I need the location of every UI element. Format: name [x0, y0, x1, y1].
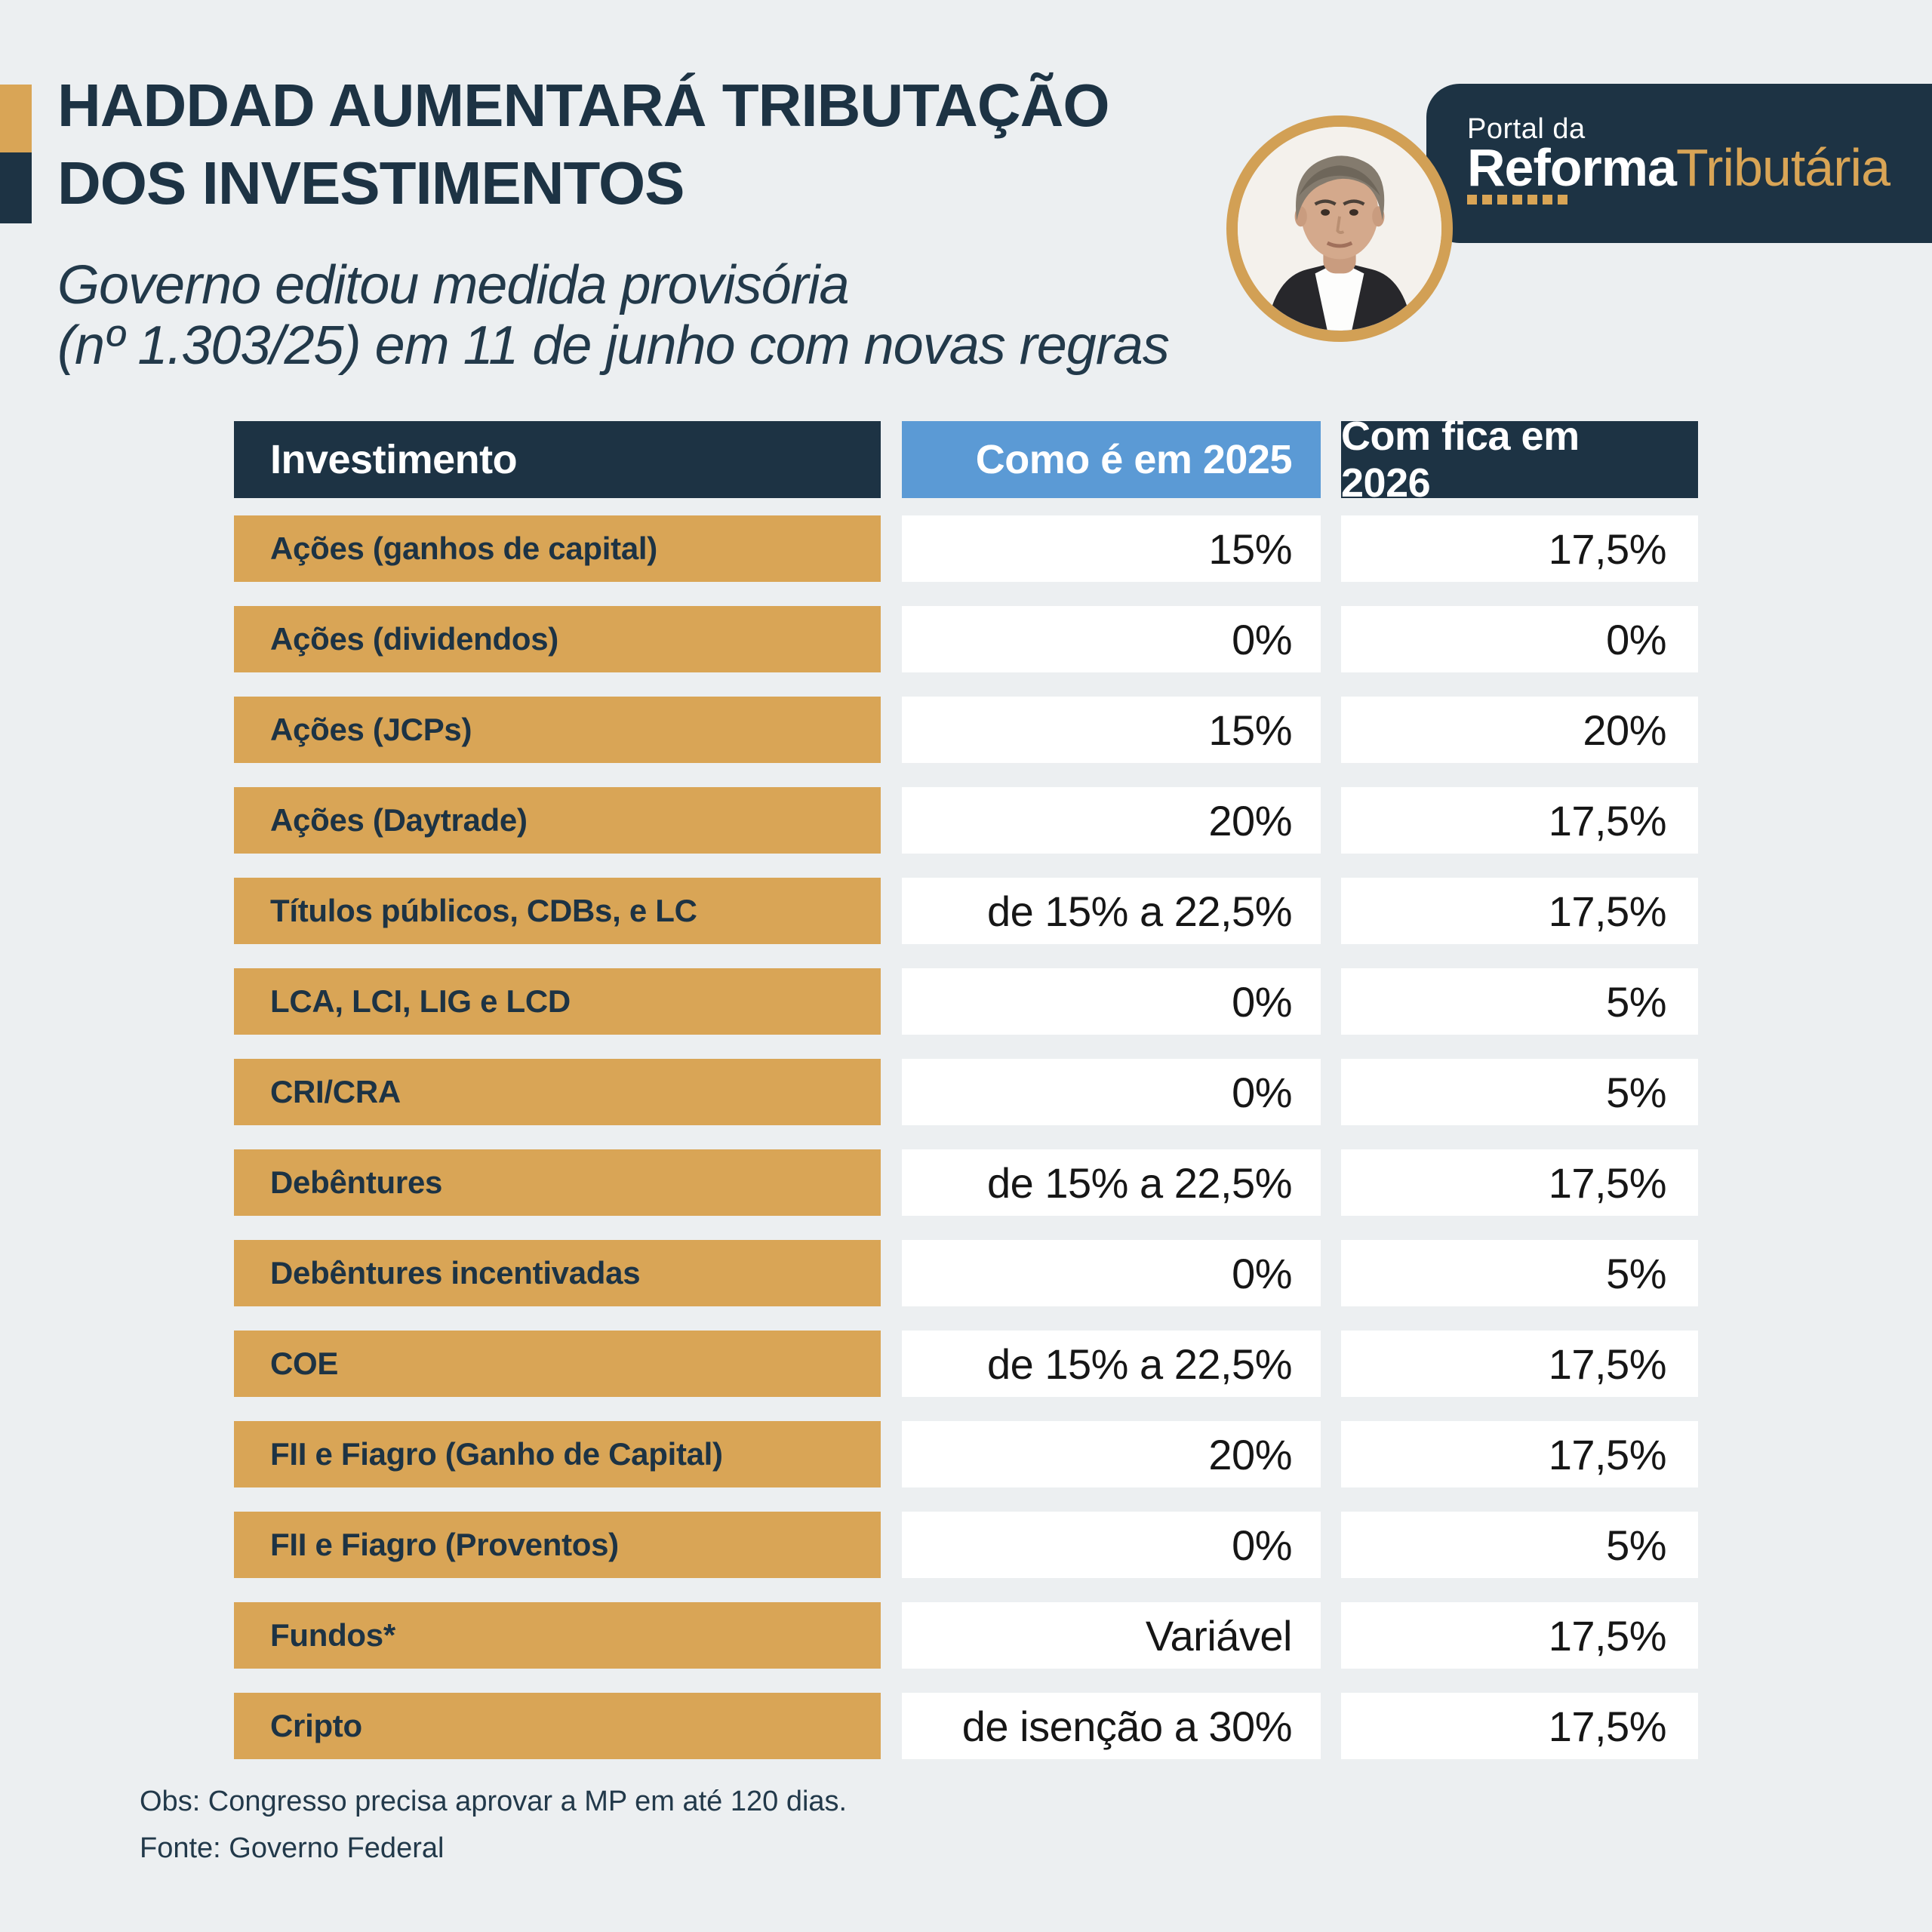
table-row: LCA, LCI, LIG e LCD 0% 5% — [0, 968, 1932, 1035]
page-title-line2: DOS INVESTIMENTOS — [57, 149, 685, 217]
investment-label: Títulos públicos, CDBs, e LC — [234, 878, 881, 944]
page-subtitle-line2: (nº 1.303/25) em 11 de junho com novas r… — [57, 315, 1170, 376]
haddad-portrait-photo — [1226, 115, 1453, 342]
portrait-illustration — [1238, 127, 1441, 331]
column-header-2025: Como é em 2025 — [902, 421, 1321, 498]
table-row: Debêntures de 15% a 22,5% 17,5% — [0, 1149, 1932, 1216]
table-row: Títulos públicos, CDBs, e LC de 15% a 22… — [0, 878, 1932, 944]
value-2025: 15% — [902, 697, 1321, 763]
column-header-investment: Investimento — [234, 421, 881, 498]
table-row: Ações (ganhos de capital) 15% 17,5% — [0, 515, 1932, 582]
table-row: COE de 15% a 22,5% 17,5% — [0, 1331, 1932, 1397]
value-2025: de 15% a 22,5% — [902, 1331, 1321, 1397]
table-row: Fundos* Variável 17,5% — [0, 1602, 1932, 1669]
value-2026: 0% — [1341, 606, 1698, 672]
brand-banner — [1426, 84, 1932, 243]
table-row: Ações (JCPs) 15% 20% — [0, 697, 1932, 763]
value-2025: de 15% a 22,5% — [902, 1149, 1321, 1216]
value-2025: 0% — [902, 1059, 1321, 1125]
footer-note: Obs: Congresso precisa aprovar a MP em a… — [140, 1786, 848, 1817]
brand-dotted-underline — [1467, 195, 1567, 205]
investment-label: FII e Fiagro (Ganho de Capital) — [234, 1421, 881, 1487]
investment-label: Fundos* — [234, 1602, 881, 1669]
value-2026: 17,5% — [1341, 1693, 1698, 1759]
value-2025: 15% — [902, 515, 1321, 582]
value-2026: 17,5% — [1341, 1421, 1698, 1487]
value-2026: 5% — [1341, 1240, 1698, 1306]
value-2026: 5% — [1341, 968, 1698, 1035]
investment-label: Ações (dividendos) — [234, 606, 881, 672]
table-row: Cripto de isenção a 30% 17,5% — [0, 1693, 1932, 1759]
page-title: HADDAD AUMENTARÁ TRIBUTAÇÃO DOS INVESTIM… — [57, 66, 1110, 222]
title-accent-bar — [0, 85, 32, 223]
accent-navy-block — [0, 152, 32, 223]
table-row: Ações (Daytrade) 20% 17,5% — [0, 787, 1932, 854]
value-2025: de 15% a 22,5% — [902, 878, 1321, 944]
table-row: CRI/CRA 0% 5% — [0, 1059, 1932, 1125]
value-2026: 20% — [1341, 697, 1698, 763]
column-header-2026: Com fica em 2026 — [1341, 414, 1698, 506]
investment-label: Debêntures — [234, 1149, 881, 1216]
value-2025: 0% — [902, 606, 1321, 672]
value-2026: 17,5% — [1341, 1149, 1698, 1216]
brand-name-secondary: Tributária — [1675, 138, 1890, 197]
value-2026: 17,5% — [1341, 1331, 1698, 1397]
brand-wordmark: ReformaTributária — [1467, 137, 1890, 198]
page-subtitle: Governo editou medida provisória (nº 1.3… — [57, 255, 1170, 376]
value-2025: 0% — [902, 968, 1321, 1035]
page-title-line1: HADDAD AUMENTARÁ TRIBUTAÇÃO — [57, 72, 1110, 139]
value-2025: 20% — [902, 787, 1321, 854]
investment-label: Cripto — [234, 1693, 881, 1759]
value-2025: 20% — [902, 1421, 1321, 1487]
investment-label: Ações (Daytrade) — [234, 787, 881, 854]
investment-label: CRI/CRA — [234, 1059, 881, 1125]
investment-label: Ações (JCPs) — [234, 697, 881, 763]
investment-label: LCA, LCI, LIG e LCD — [234, 968, 881, 1035]
table-row: FII e Fiagro (Ganho de Capital) 20% 17,5… — [0, 1421, 1932, 1487]
investment-label: Ações (ganhos de capital) — [234, 515, 881, 582]
value-2026: 17,5% — [1341, 515, 1698, 582]
value-2026: 5% — [1341, 1512, 1698, 1578]
value-2026: 17,5% — [1341, 787, 1698, 854]
value-2025: de isenção a 30% — [902, 1693, 1321, 1759]
investment-label: COE — [234, 1331, 881, 1397]
investment-label: FII e Fiagro (Proventos) — [234, 1512, 881, 1578]
footer-source: Fonte: Governo Federal — [140, 1832, 445, 1864]
value-2025: 0% — [902, 1240, 1321, 1306]
investment-label: Debêntures incentivadas — [234, 1240, 881, 1306]
brand-name-primary: Reforma — [1467, 138, 1677, 197]
accent-gold-block — [0, 85, 32, 152]
table-row: Ações (dividendos) 0% 0% — [0, 606, 1932, 672]
value-2025: Variável — [902, 1602, 1321, 1669]
value-2025: 0% — [902, 1512, 1321, 1578]
table-row: Debêntures incentivadas 0% 5% — [0, 1240, 1932, 1306]
value-2026: 17,5% — [1341, 1602, 1698, 1669]
value-2026: 17,5% — [1341, 878, 1698, 944]
page-subtitle-line1: Governo editou medida provisória — [57, 255, 850, 315]
table-row: FII e Fiagro (Proventos) 0% 5% — [0, 1512, 1932, 1578]
brand-kicker: Portal da — [1467, 113, 1586, 145]
value-2026: 5% — [1341, 1059, 1698, 1125]
